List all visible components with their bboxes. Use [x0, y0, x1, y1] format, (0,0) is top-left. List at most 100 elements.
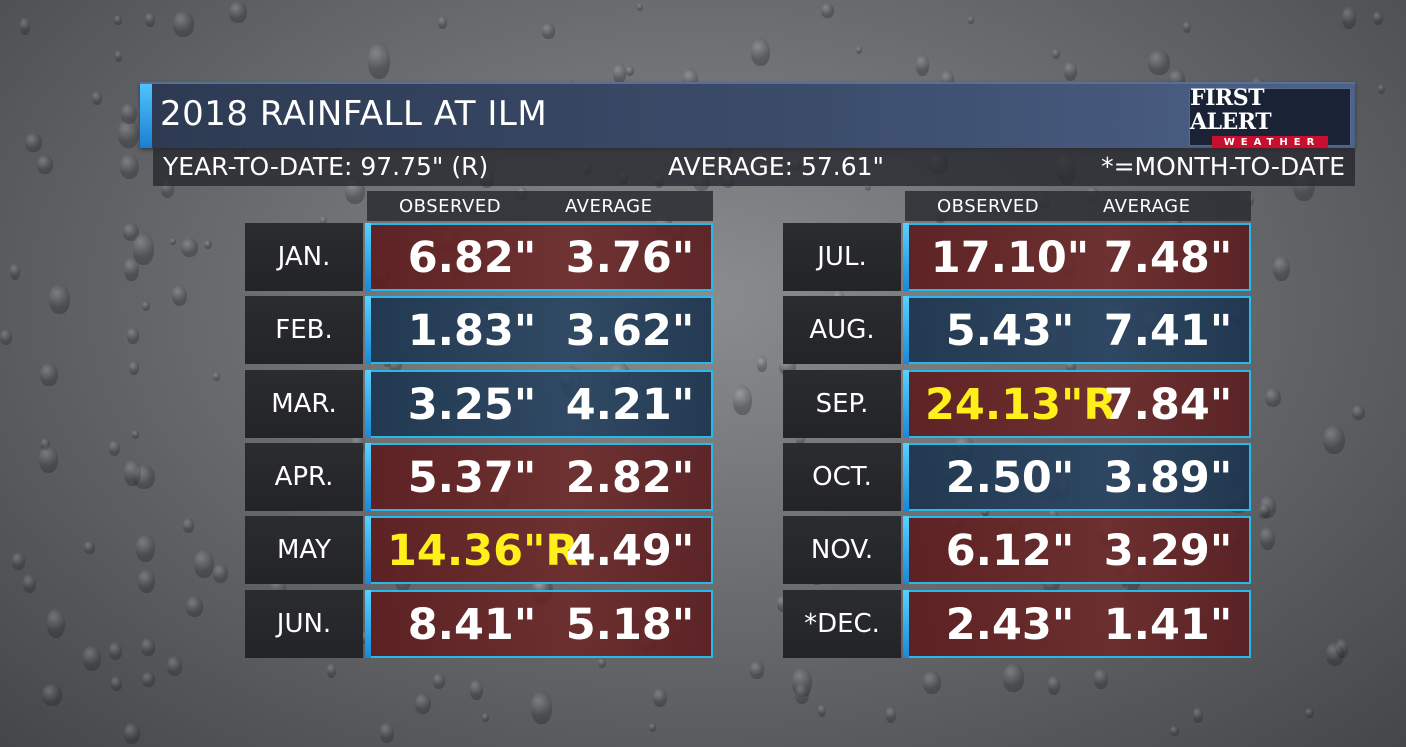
- raindrop: [169, 237, 176, 246]
- raindrop: [124, 723, 140, 745]
- observed-header: OBSERVED: [399, 196, 502, 217]
- month-label: JUN.: [245, 589, 363, 658]
- raindrop: [118, 119, 139, 149]
- raindrop: [380, 721, 394, 743]
- raindrop: [1335, 638, 1349, 658]
- month-to-date-note: *=MONTH-TO-DATE: [1101, 152, 1345, 181]
- raindrop: [469, 679, 483, 700]
- left-column-header: OBSERVED AVERAGE: [367, 191, 713, 221]
- raindrop: [1264, 387, 1281, 407]
- raindrop: [145, 11, 156, 28]
- raindrop: [821, 2, 834, 19]
- raindrop: [1182, 21, 1192, 34]
- raindrop: [415, 692, 432, 714]
- raindrop: [109, 641, 123, 660]
- raindrop: [1259, 504, 1271, 519]
- observed-value: 8.41": [407, 599, 537, 650]
- value-cell: 17.10" 7.48": [903, 223, 1251, 291]
- raindrop: [172, 11, 195, 38]
- raindrop: [183, 517, 194, 533]
- month-label: JUL.: [783, 223, 901, 291]
- raindrop: [1094, 667, 1109, 690]
- average-value: 3.76": [565, 233, 695, 283]
- raindrop: [131, 430, 139, 439]
- raindrop: [38, 444, 59, 473]
- raindrop: [1323, 424, 1346, 455]
- raindrop: [1352, 405, 1366, 421]
- raindrop: [40, 362, 58, 386]
- month-label: *DEC.: [783, 589, 901, 658]
- raindrop: [1377, 83, 1385, 95]
- observed-value: 1.83": [407, 306, 537, 357]
- right-column-header: OBSERVED AVERAGE: [905, 191, 1251, 221]
- raindrop: [137, 568, 155, 594]
- raindrop: [113, 15, 123, 26]
- month-label: FEB.: [245, 296, 363, 365]
- value-cell: 24.13"R 7.84": [903, 369, 1251, 438]
- raindrop: [185, 596, 204, 618]
- raindrop: [637, 2, 644, 12]
- observed-value: 3.25": [407, 379, 537, 430]
- raindrop: [482, 713, 489, 723]
- raindrop: [142, 672, 156, 688]
- average-value: 4.21": [565, 379, 695, 430]
- raindrop: [133, 464, 155, 489]
- raindrop: [1326, 641, 1344, 667]
- row-accent-bar: [903, 442, 909, 511]
- raindrop: [367, 42, 390, 79]
- average-value: 3.62": [565, 306, 695, 357]
- year-to-date-total: YEAR-TO-DATE: 97.75" (R): [163, 152, 489, 181]
- raindrop: [531, 690, 552, 725]
- raindrop: [653, 688, 667, 707]
- row-accent-bar: [903, 296, 909, 365]
- logo-wordmark: FIRST ALERT: [1190, 84, 1272, 135]
- raindrop: [756, 356, 768, 372]
- raindrop: [212, 372, 220, 382]
- raindrop: [922, 670, 942, 695]
- observed-value: 5.43": [945, 306, 1075, 357]
- raindrop: [597, 657, 606, 669]
- raindrop: [167, 656, 182, 676]
- raindrop: [626, 65, 635, 76]
- average-value: 7.48": [1103, 233, 1233, 283]
- raindrop: [133, 232, 155, 266]
- raindrop: [136, 534, 155, 563]
- raindrop: [119, 153, 139, 180]
- row-accent-bar: [365, 223, 371, 291]
- raindrop: [213, 564, 229, 584]
- raindrop: [1193, 706, 1204, 723]
- average-header: AVERAGE: [565, 196, 653, 217]
- month-label: AUG.: [783, 296, 901, 365]
- raindrop: [1064, 61, 1078, 81]
- raindrop: [1259, 526, 1275, 550]
- month-label: NOV.: [783, 516, 901, 585]
- value-cell: 5.43" 7.41": [903, 296, 1251, 365]
- average-value: 4.49": [565, 526, 695, 577]
- raindrop: [967, 15, 975, 24]
- raindrop: [124, 257, 139, 282]
- average-value: 1.41": [1103, 599, 1233, 650]
- raindrop: [433, 673, 446, 689]
- raindrop: [817, 704, 826, 717]
- raindrop: [1148, 50, 1170, 75]
- average-header: AVERAGE: [1103, 196, 1191, 217]
- raindrop: [172, 284, 188, 307]
- raindrop: [19, 17, 31, 36]
- raindrop: [855, 45, 862, 55]
- month-label: MAR.: [245, 369, 363, 438]
- raindrop: [1342, 5, 1357, 29]
- raindrop: [141, 301, 150, 312]
- raindrop: [0, 328, 13, 345]
- row-accent-bar: [365, 369, 371, 438]
- raindrop: [885, 706, 897, 724]
- observed-record-value: 14.36"R: [387, 526, 579, 577]
- value-cell: 8.41" 5.18": [365, 589, 713, 658]
- raindrop: [751, 38, 771, 67]
- observed-value: 17.10": [930, 233, 1090, 283]
- raindrop: [128, 361, 139, 376]
- value-cell: 5.37" 2.82": [365, 442, 713, 511]
- raindrop: [9, 262, 20, 280]
- month-label: MAY: [245, 516, 363, 585]
- raindrop: [649, 723, 656, 733]
- raindrop: [1002, 663, 1025, 692]
